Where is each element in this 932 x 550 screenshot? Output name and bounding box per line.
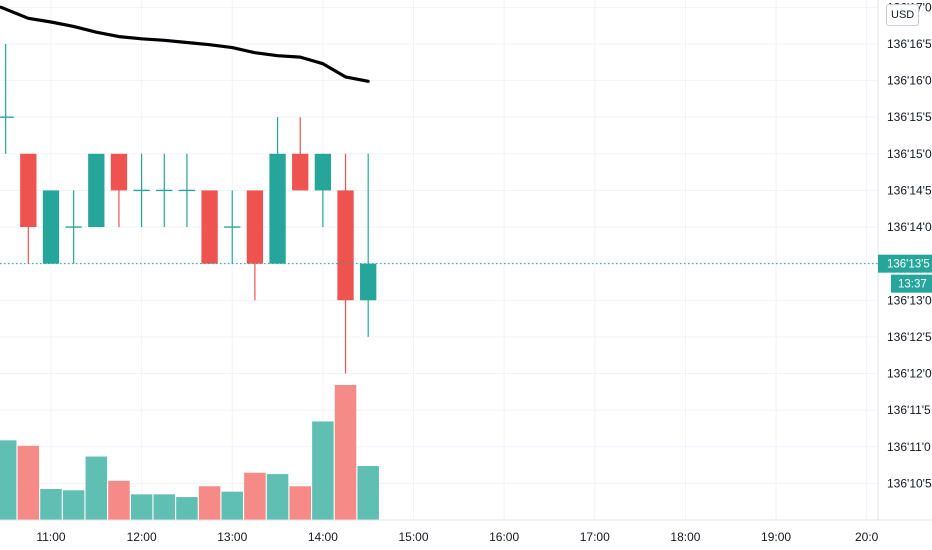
price-tick-label: 136'11'0 [887,440,931,454]
time-tick-label: 17:00 [580,530,610,544]
candle-body [269,153,286,264]
candle-body [110,153,128,191]
time-tick-label: 11:00 [36,530,65,544]
volume-bar [153,494,176,520]
time-tick-label: 14:00 [308,530,338,544]
time-tick-label: 16:00 [489,530,519,544]
volume-bar [17,445,40,520]
candle-body [88,153,105,228]
grid [0,0,878,520]
price-tick-label: 136'12'5 [887,330,932,344]
candle-body [246,190,264,264]
average-line [0,5,370,83]
volume-bar [130,494,153,520]
candle-body [360,263,377,301]
candle-body [292,153,309,191]
price-tick-label: 136'16'5 [887,37,932,51]
price-tick-label: 136'11'5 [887,403,931,417]
time-tick-label: 15:00 [398,530,428,544]
volume-bar [312,421,334,520]
volume-bar [357,466,379,520]
time-axis-bg [0,520,932,550]
time-tick-label: 20:0 [855,530,879,544]
volume-bar [108,480,130,520]
time-tick-label: 19:00 [761,530,791,544]
volume-bar [176,497,198,520]
candles [0,43,377,374]
volume-bar [0,440,17,520]
time-tick-label: 13:00 [217,530,247,544]
price-tick-label: 136'15'5 [887,110,932,124]
candle-body [337,190,354,301]
candle-body [20,153,37,228]
price-tick-label: 136'10'5 [887,476,932,490]
candle-body [201,190,218,264]
volume-bar [334,385,357,520]
countdown-badge [891,274,932,293]
volume-bar [289,486,311,520]
candle-body [42,190,60,264]
volume-bar [62,490,85,520]
volume-bar [266,474,289,520]
volume-bar [40,488,62,520]
countdown-label: 13:37 [898,279,927,291]
last-price-badges: 136'13'5 13:37 [878,254,932,293]
last-price-badge [878,254,932,273]
price-tick-label: 136'15'0 [887,147,932,161]
volume-bar [85,456,108,520]
price-tick-label: 136'14'5 [887,183,932,197]
time-tick-label: 12:00 [127,530,157,544]
price-tick-label: 136'14'0 [887,220,932,234]
last-price-label: 136'13'5 [887,259,930,271]
candle-body [314,153,332,191]
price-tick-label: 136'12'0 [887,367,932,381]
volume-bars [0,385,379,520]
time-tick-label: 18:00 [670,530,700,544]
volume-bar [244,472,266,520]
volume-bar [221,491,244,520]
currency-button[interactable]: USD [886,4,920,26]
price-tick-label: 136'13'0 [887,293,932,307]
price-tick-label: 136'16'0 [887,74,932,88]
volume-bar [198,486,221,520]
time-axis[interactable]: 11:00 12:00 13:00 14:00 15:00 16:00 17:00 18:00… [0,519,932,550]
